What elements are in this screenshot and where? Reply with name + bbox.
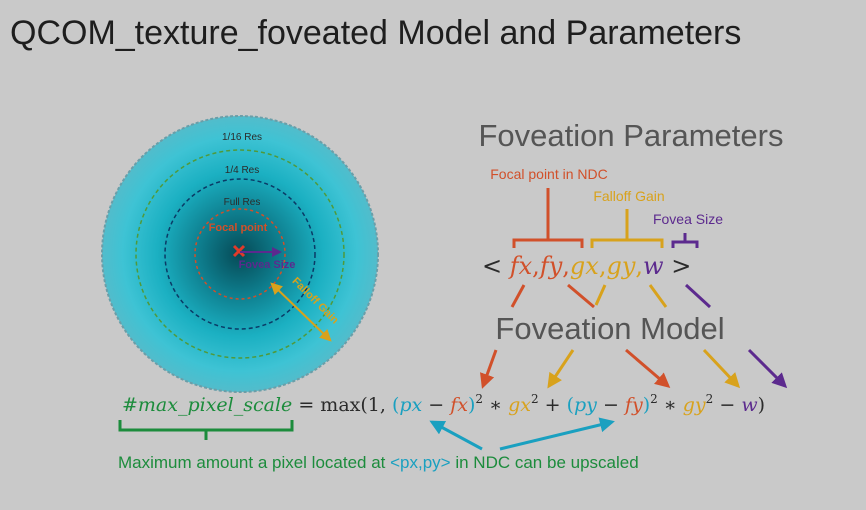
fovea-size-bracket xyxy=(671,233,699,248)
foveation-circle: 1/16 Res 1/4 Res Full Res Focal point Fo… xyxy=(101,115,379,393)
focal-ring xyxy=(194,208,286,300)
fovea-size-label: Fovea Size xyxy=(239,259,296,271)
w-stroke xyxy=(684,283,712,309)
formula-times-1: ∗ xyxy=(483,394,508,416)
formula-plus: + xyxy=(539,394,567,416)
formula-sq-4: 2 xyxy=(706,392,714,406)
formula-sq-3: 2 xyxy=(650,392,658,406)
gx-stroke xyxy=(594,284,607,306)
formula-close: ) xyxy=(758,394,765,416)
ring-label-mid: 1/4 Res xyxy=(225,165,259,176)
formula: #max_pixel_scale = max(1, (px − fx)2 ∗ g… xyxy=(122,392,765,416)
caption-coord: <px,py> xyxy=(390,453,451,472)
focal-point-label: Focal point xyxy=(209,222,268,234)
formula-sq-1: 2 xyxy=(475,392,483,406)
gy-stroke xyxy=(648,284,668,308)
focal-point-cross-icon xyxy=(232,244,246,258)
arrow-to-gx xyxy=(547,349,575,389)
formula-w: w xyxy=(741,394,757,416)
slide-title: QCOM_texture_foveated Model and Paramete… xyxy=(10,14,742,52)
tuple-w: w xyxy=(643,252,664,280)
formula-fy: fy xyxy=(623,394,643,416)
arrow-to-fx xyxy=(480,349,498,389)
tuple-open: < xyxy=(482,252,510,280)
formula-minus-3: − xyxy=(713,394,741,416)
quarter-res-ring xyxy=(135,149,345,359)
formula-eq: = max(1, xyxy=(292,394,392,416)
formula-minus-2: − xyxy=(597,394,625,416)
arrow-to-fy xyxy=(625,348,671,388)
arrow-to-w xyxy=(747,348,788,389)
ring-label-inner: Full Res xyxy=(224,197,261,208)
tuple-close: > xyxy=(664,252,692,280)
formula-lparen-1: ( xyxy=(392,394,399,416)
caption-before: Maximum amount a pixel located at xyxy=(118,453,390,472)
full-res-ring xyxy=(164,178,316,330)
caption-after: in NDC can be upscaled xyxy=(451,453,639,472)
falloff-gain-arrow xyxy=(270,282,332,342)
ring-label-outer: 1/16 Res xyxy=(222,132,262,143)
falloff-gain-bracket xyxy=(590,209,664,248)
formula-rparen-2: ) xyxy=(643,394,650,416)
tuple-comma-2: , xyxy=(562,252,570,280)
arrow-to-py xyxy=(499,417,615,451)
arrow-to-gy xyxy=(702,348,741,389)
tuple-comma-3: , xyxy=(599,252,607,280)
focal-point-ndc-label: Focal point in NDC xyxy=(490,166,608,182)
parameters-heading: Foveation Parameters xyxy=(479,118,784,153)
formula-gx: gx xyxy=(508,394,531,416)
fy-stroke xyxy=(567,283,595,309)
tuple-fx: fx xyxy=(508,252,533,280)
formula-gy: gy xyxy=(683,394,706,416)
formula-minus-1: − xyxy=(422,394,450,416)
model-caption: Maximum amount a pixel located at <px,py… xyxy=(118,453,639,472)
formula-py: py xyxy=(574,394,597,416)
fx-stroke xyxy=(510,284,526,308)
arrow-to-px xyxy=(429,420,483,451)
lhs-bracket xyxy=(118,420,294,440)
tuple-gy: gy xyxy=(606,252,635,280)
tuple-gx: gx xyxy=(570,252,599,280)
formula-sq-2: 2 xyxy=(531,392,539,406)
tuple-fy: fy xyxy=(538,252,563,280)
focal-point-bracket xyxy=(512,188,584,248)
formula-lhs: #max_pixel_scale xyxy=(122,394,292,416)
falloff-gain-param-label: Falloff Gain xyxy=(593,188,664,204)
parameter-tuple: < fx,fy,gx,gy,w > xyxy=(482,252,691,280)
formula-px: px xyxy=(399,394,422,416)
fovea-size-param-label: Fovea Size xyxy=(653,211,723,227)
tuple-comma-1: , xyxy=(532,252,540,280)
model-heading: Foveation Model xyxy=(495,311,724,346)
formula-times-2: ∗ xyxy=(658,394,683,416)
formula-rparen-1: ) xyxy=(468,394,475,416)
formula-fx: fx xyxy=(448,394,468,416)
tuple-comma-4: , xyxy=(635,252,643,280)
formula-lparen-2: ( xyxy=(567,394,574,416)
